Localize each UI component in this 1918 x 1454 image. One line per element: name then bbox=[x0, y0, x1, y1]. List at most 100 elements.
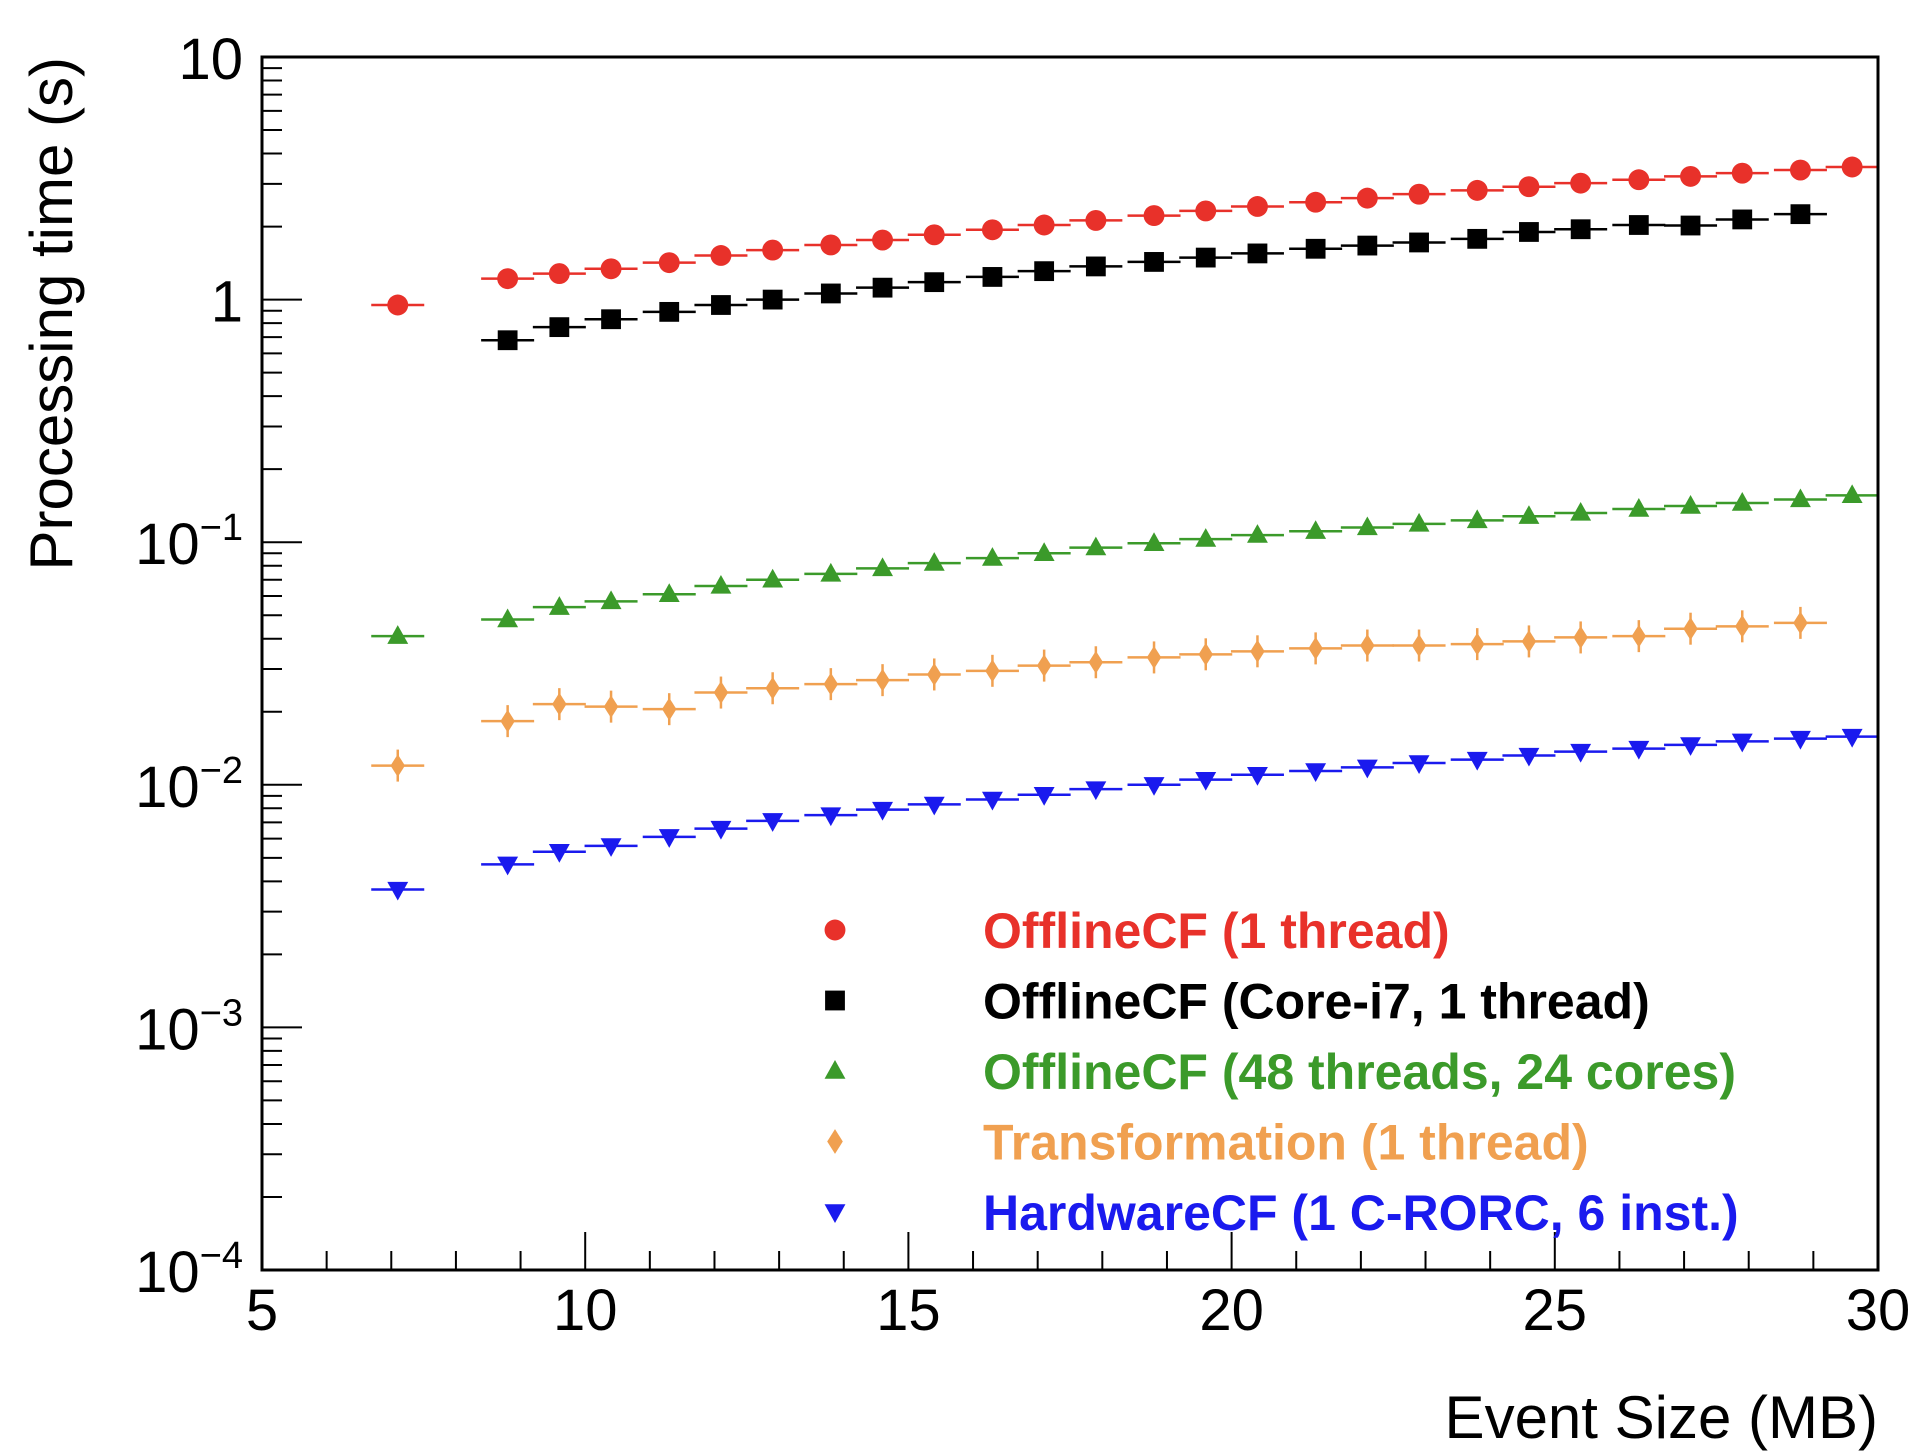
data-point bbox=[820, 562, 842, 582]
data-point bbox=[500, 709, 515, 733]
x-tick-label: 30 bbox=[1846, 1278, 1911, 1343]
data-point bbox=[603, 695, 619, 719]
series-layer bbox=[371, 156, 1879, 901]
data-point bbox=[710, 245, 732, 266]
data-point bbox=[1411, 634, 1427, 657]
data-point bbox=[1195, 200, 1217, 222]
legend-item: OfflineCF (48 threads, 24 cores) bbox=[824, 1044, 1736, 1100]
data-point bbox=[1085, 209, 1107, 231]
legend-item: OfflineCF (1 thread) bbox=[824, 903, 1450, 959]
legend-label: OfflineCF (1 thread) bbox=[983, 903, 1450, 959]
data-point bbox=[924, 272, 945, 293]
data-point bbox=[872, 801, 893, 821]
data-point bbox=[1521, 630, 1537, 653]
data-point bbox=[981, 219, 1003, 241]
x-tick-label: 10 bbox=[553, 1278, 618, 1343]
data-point bbox=[1247, 196, 1268, 217]
legend-item: Transformation (1 thread) bbox=[827, 1115, 1589, 1171]
data-point bbox=[1680, 737, 1701, 756]
data-point bbox=[1683, 617, 1698, 641]
data-point bbox=[1036, 654, 1052, 677]
data-point bbox=[600, 838, 622, 857]
legend-marker bbox=[824, 1204, 846, 1223]
data-point bbox=[1408, 512, 1430, 532]
data-point bbox=[1305, 763, 1327, 782]
data-point bbox=[1143, 205, 1165, 227]
data-point bbox=[1735, 614, 1750, 638]
series-5 bbox=[371, 728, 1879, 901]
data-point bbox=[1841, 728, 1863, 748]
data-point bbox=[1356, 187, 1378, 209]
data-point bbox=[1790, 204, 1811, 225]
data-point bbox=[1731, 733, 1753, 753]
data-point bbox=[1250, 639, 1265, 663]
y-tick-label: 10 bbox=[178, 27, 243, 92]
series-4 bbox=[371, 606, 1827, 782]
data-point bbox=[1408, 183, 1430, 205]
data-point bbox=[1466, 509, 1488, 529]
data-point bbox=[820, 807, 842, 827]
data-point bbox=[1085, 256, 1106, 277]
data-point bbox=[1247, 524, 1268, 543]
x-tick-label: 15 bbox=[876, 1278, 941, 1343]
x-tick-label: 25 bbox=[1523, 1278, 1588, 1343]
data-point bbox=[1518, 176, 1540, 198]
data-point bbox=[820, 234, 842, 256]
data-point bbox=[659, 301, 680, 322]
data-point bbox=[1198, 642, 1213, 666]
data-point bbox=[872, 229, 893, 251]
series-3 bbox=[371, 484, 1879, 644]
y-tick-label: 10−3 bbox=[135, 992, 243, 1062]
data-point bbox=[497, 608, 519, 628]
data-point bbox=[981, 791, 1003, 811]
ticks-layer bbox=[261, 56, 1879, 1271]
data-point bbox=[923, 224, 945, 246]
data-point bbox=[1360, 634, 1375, 657]
data-point bbox=[820, 283, 841, 304]
data-point bbox=[1143, 532, 1165, 551]
data-point bbox=[1570, 501, 1592, 521]
data-point bbox=[1146, 646, 1162, 669]
data-point bbox=[387, 625, 409, 644]
data-point bbox=[1085, 536, 1107, 556]
data-point bbox=[658, 829, 680, 848]
data-point bbox=[713, 681, 729, 704]
data-point bbox=[387, 294, 409, 316]
y-tick-label: 10−1 bbox=[135, 507, 243, 577]
data-point bbox=[1085, 781, 1107, 801]
data-point bbox=[497, 268, 519, 290]
data-point bbox=[981, 547, 1003, 566]
data-point bbox=[1680, 165, 1701, 187]
legend-label: Transformation (1 thread) bbox=[983, 1115, 1589, 1171]
data-point bbox=[1247, 243, 1268, 264]
y-tick-exponent: −1 bbox=[200, 507, 243, 549]
data-point bbox=[1731, 492, 1753, 511]
data-point bbox=[1195, 528, 1217, 547]
legend-marker bbox=[824, 919, 846, 941]
y-tick-label: 1 bbox=[211, 270, 243, 335]
data-point bbox=[1680, 215, 1701, 236]
legend-marker bbox=[824, 1060, 846, 1079]
data-point bbox=[1247, 767, 1268, 786]
data-point bbox=[1789, 730, 1811, 750]
data-point bbox=[1356, 759, 1378, 779]
data-point bbox=[548, 843, 570, 863]
data-point bbox=[1731, 162, 1753, 184]
data-point bbox=[1143, 777, 1165, 796]
legend-marker bbox=[827, 1129, 843, 1154]
data-point bbox=[923, 796, 945, 816]
legend: OfflineCF (1 thread) OfflineCF (Core-i7, … bbox=[824, 903, 1739, 1241]
y-tick-exponent: −3 bbox=[200, 992, 243, 1034]
y-tick-exponent: −4 bbox=[200, 1235, 243, 1277]
x-axis-title: Event Size (MB) bbox=[1445, 1384, 1878, 1451]
data-point bbox=[1357, 235, 1378, 256]
data-point bbox=[1305, 191, 1327, 213]
data-point bbox=[497, 330, 518, 351]
data-point bbox=[1628, 740, 1650, 760]
data-point bbox=[600, 590, 622, 610]
data-point bbox=[1195, 771, 1217, 791]
series-1 bbox=[371, 156, 1879, 316]
data-point bbox=[549, 317, 570, 338]
